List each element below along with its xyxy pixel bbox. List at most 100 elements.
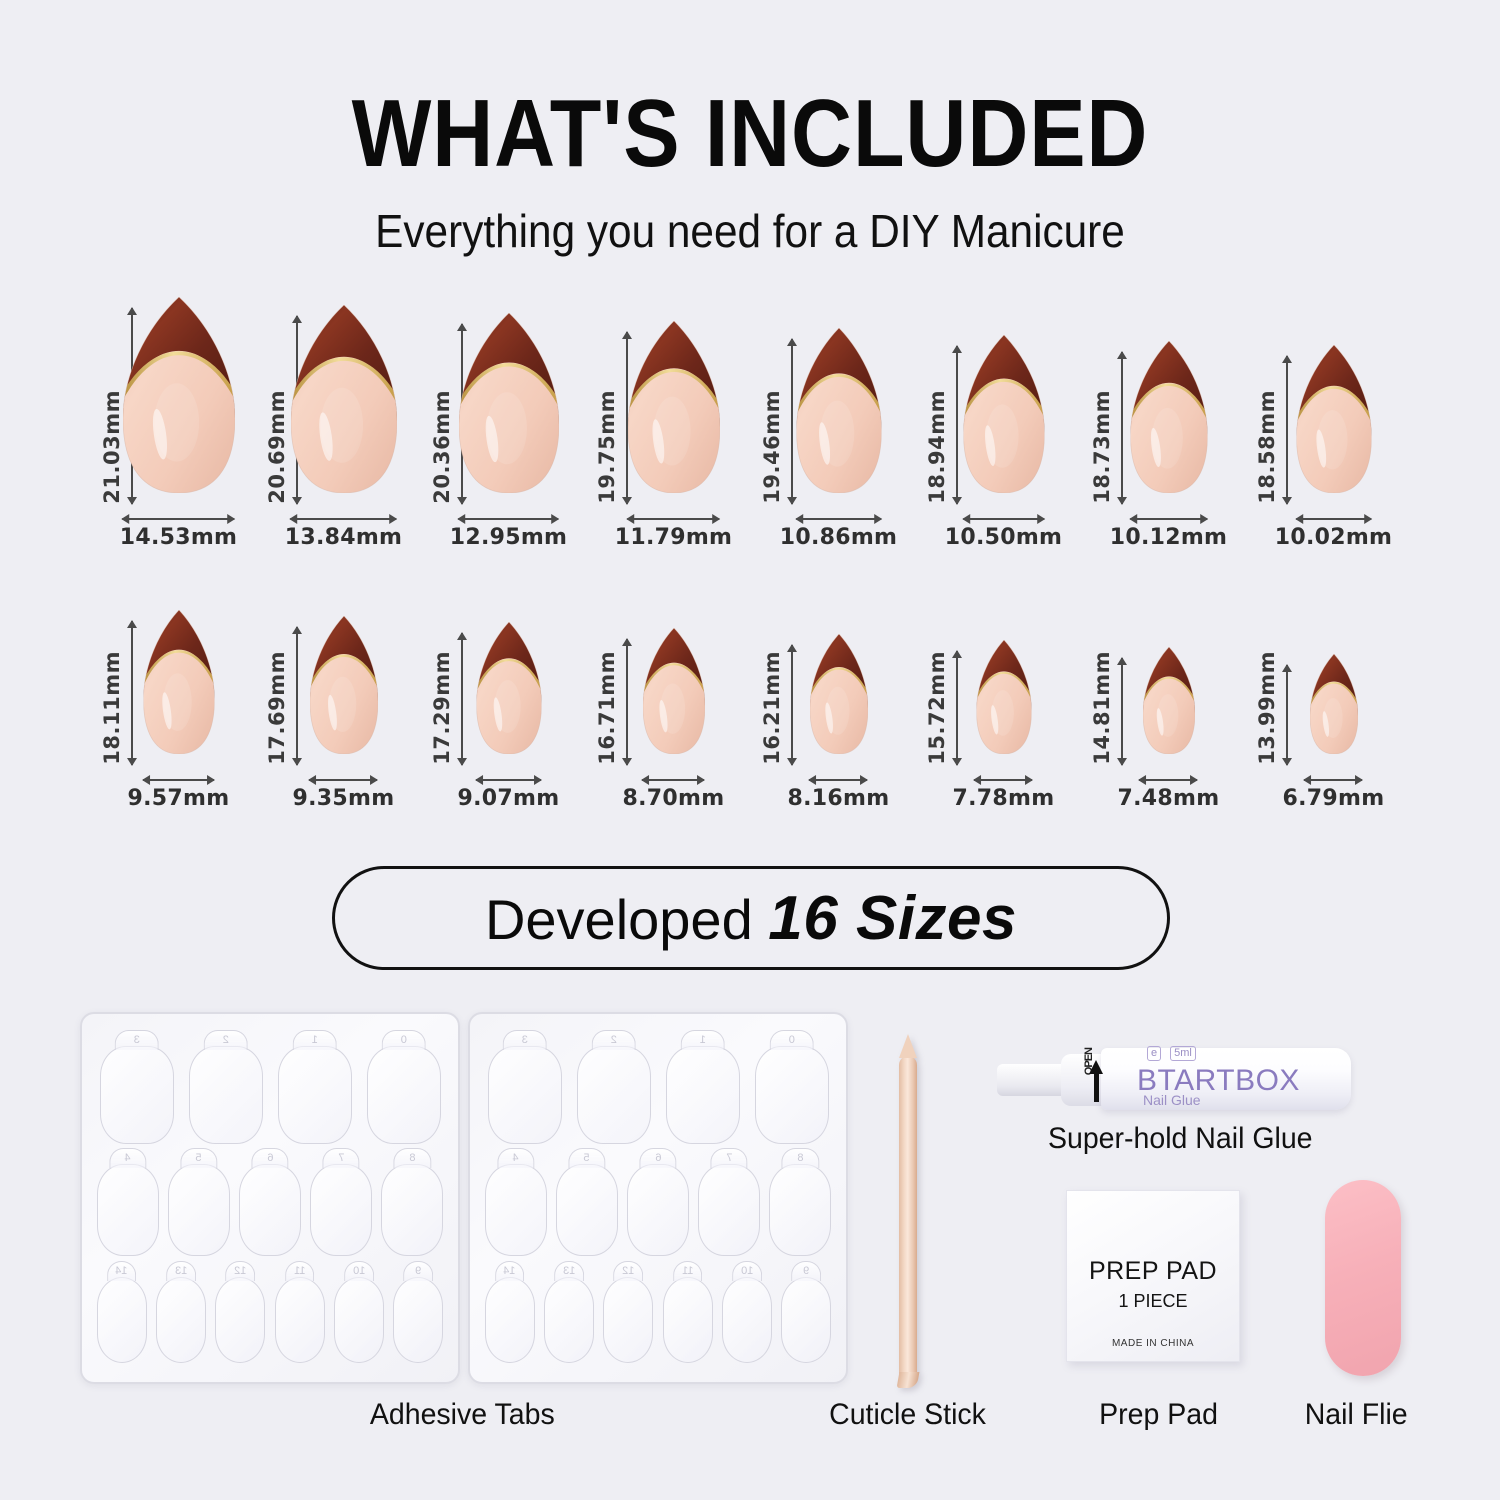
adhesive-tab-pull: 9 <box>791 1261 822 1281</box>
adhesive-tab[interactable]: 2 <box>188 1030 263 1144</box>
width-dimension-line <box>626 514 721 524</box>
glue-brand-name: BTARTBOX <box>1137 1064 1300 1097</box>
adhesive-tab[interactable]: 7 <box>698 1148 761 1256</box>
adhesive-tab-pull: 2 <box>203 1030 248 1050</box>
nail-width-label: 10.86mm <box>779 525 898 550</box>
height-dimension-line <box>127 620 137 766</box>
adhesive-tab[interactable]: 0 <box>366 1030 441 1144</box>
adhesive-tab-number: 8 <box>409 1152 416 1164</box>
adhesive-tab[interactable]: 8 <box>769 1148 832 1256</box>
adhesive-tab[interactable]: 1 <box>277 1030 352 1144</box>
adhesive-tab-pull: 8 <box>393 1148 431 1168</box>
height-dimension-line <box>1117 657 1127 766</box>
nail-tip-image <box>809 633 868 759</box>
nail-height-label: 20.36mm <box>430 390 454 504</box>
adhesive-tab[interactable]: 13 <box>543 1261 594 1363</box>
glue-product-name: Nail Glue <box>1143 1092 1201 1108</box>
label-nail-file: Nail Flie <box>1304 1398 1408 1431</box>
nail-height-label: 19.46mm <box>760 390 784 504</box>
nail-size-row-1: 21.03mm <box>96 296 1416 550</box>
nail-size-cell: 13.99mm <box>1251 596 1416 811</box>
adhesive-tab[interactable]: 6 <box>626 1148 689 1256</box>
nail-width-label: 7.48mm <box>1117 786 1220 811</box>
nail-width-measure: 14.53mm <box>119 514 238 550</box>
nail-height-label: 18.94mm <box>925 390 949 504</box>
adhesive-tab[interactable]: 7 <box>310 1148 373 1256</box>
adhesive-tab-row: 14 13 12 11 10 9 <box>92 1257 448 1370</box>
nail-height-label: 18.73mm <box>1090 390 1114 504</box>
adhesive-tab[interactable]: 14 <box>96 1261 147 1363</box>
nail-size-cell: 16.21mm <box>756 596 921 811</box>
nail-tip-image <box>1309 653 1358 759</box>
adhesive-tab-pull: 4 <box>497 1148 535 1168</box>
nail-width-label: 10.02mm <box>1274 525 1393 550</box>
adhesive-tab[interactable]: 5 <box>555 1148 618 1256</box>
nail-width-measure: 7.48mm <box>1117 775 1220 811</box>
nail-width-measure: 8.16mm <box>788 775 890 811</box>
nail-width-measure: 11.79mm <box>615 514 733 550</box>
height-dimension-line <box>457 632 467 766</box>
width-dimension-line <box>142 775 215 785</box>
nail-height-label: 19.75mm <box>595 390 619 504</box>
open-arrow-icon <box>1089 1060 1103 1102</box>
adhesive-tab[interactable]: 3 <box>487 1030 562 1144</box>
nail-width-label: 10.50mm <box>944 525 1063 550</box>
adhesive-tab[interactable]: 11 <box>274 1261 325 1363</box>
adhesive-tab-number: 14 <box>503 1265 516 1277</box>
nail-width-label: 8.70mm <box>622 786 725 811</box>
adhesive-tab[interactable]: 6 <box>238 1148 301 1256</box>
adhesive-tab-pull: 4 <box>109 1148 147 1168</box>
adhesive-tab[interactable]: 4 <box>484 1148 547 1256</box>
adhesive-tab[interactable]: 0 <box>754 1030 829 1144</box>
nail-tip-image <box>290 304 397 498</box>
height-dimension-line <box>1282 355 1292 505</box>
prep-pad-title: PREP PAD <box>1088 1257 1218 1285</box>
nail-width-measure: 12.95mm <box>450 514 568 550</box>
adhesive-tab[interactable]: 12 <box>603 1261 654 1363</box>
nail-size-cell: 18.58mm <box>1251 300 1416 550</box>
nail-width-measure: 10.50mm <box>944 514 1063 550</box>
width-dimension-line <box>794 514 882 524</box>
adhesive-tab[interactable]: 8 <box>381 1148 444 1256</box>
nail-width-measure: 9.35mm <box>293 775 395 811</box>
adhesive-tab[interactable]: 1 <box>665 1030 740 1144</box>
adhesive-tab[interactable]: 11 <box>662 1261 713 1363</box>
developed-sizes-text: Developed 16 Sizes <box>485 883 1017 954</box>
adhesive-tab-number: 0 <box>400 1034 407 1046</box>
adhesive-tab-pull: 5 <box>180 1148 218 1168</box>
adhesive-tab-pull: 7 <box>322 1148 360 1168</box>
nail-tip-image <box>458 312 559 498</box>
adhesive-tab[interactable]: 9 <box>781 1261 832 1363</box>
nail-width-label: 14.53mm <box>119 525 238 550</box>
height-dimension-line <box>292 626 302 766</box>
adhesive-tab[interactable]: 10 <box>333 1261 384 1363</box>
adhesive-tab[interactable]: 5 <box>167 1148 230 1256</box>
prep-pad-image: PREP PAD 1 PIECE MADE IN CHINA <box>1066 1190 1240 1362</box>
adhesive-tab-number: 10 <box>352 1265 366 1277</box>
nail-height-label: 21.03mm <box>100 390 124 504</box>
adhesive-tab[interactable]: 14 <box>484 1261 535 1363</box>
nail-tip-image <box>795 327 882 498</box>
adhesive-tab-sheet[interactable]: 3 2 1 0 4 5 6 7 8 14 13 12 11 10 9 <box>80 1012 460 1384</box>
nail-tip-image <box>1295 344 1372 498</box>
adhesive-tab-sheet[interactable]: 3 2 1 0 4 5 6 7 8 14 13 12 11 10 9 <box>468 1012 848 1384</box>
nail-size-cell: 16.71mm <box>591 596 756 811</box>
adhesive-tab[interactable]: 4 <box>96 1148 159 1256</box>
adhesive-tab-pull: 3 <box>114 1030 159 1050</box>
adhesive-tab-pull: 11 <box>672 1261 703 1281</box>
adhesive-tab[interactable]: 13 <box>155 1261 206 1363</box>
adhesive-tab-number: 6 <box>266 1152 274 1164</box>
adhesive-tab[interactable]: 3 <box>99 1030 174 1144</box>
adhesive-tab[interactable]: 10 <box>721 1261 772 1363</box>
adhesive-tab[interactable]: 2 <box>576 1030 651 1144</box>
nail-tip-image <box>122 296 235 498</box>
adhesive-tab-number: 13 <box>174 1265 188 1277</box>
adhesive-tab-number: 7 <box>338 1152 345 1164</box>
nail-width-label: 10.12mm <box>1109 525 1228 550</box>
adhesive-tab[interactable]: 12 <box>215 1261 266 1363</box>
adhesive-tab-row: 4 5 6 7 8 <box>92 1144 448 1257</box>
adhesive-tab[interactable]: 9 <box>393 1261 444 1363</box>
nail-width-label: 6.79mm <box>1282 786 1385 811</box>
adhesive-tab-number: 12 <box>622 1265 635 1277</box>
prep-pad-subtitle: 1 PIECE <box>1118 1291 1188 1311</box>
